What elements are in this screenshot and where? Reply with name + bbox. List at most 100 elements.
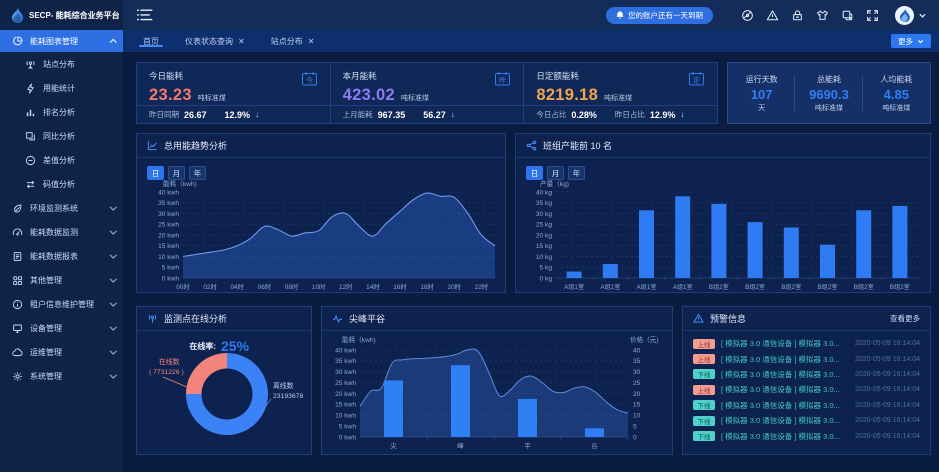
alert-status-badge: 下线 (693, 415, 715, 426)
alert-message: [ 模拟器 3.0 通信设备 ] 模拟器 3.0... (721, 400, 840, 410)
period-tab-month[interactable]: 月 (547, 166, 564, 180)
sidebar-item-code-value-analysis[interactable]: 码值分析 (0, 172, 123, 196)
warning-icon[interactable] (766, 9, 779, 22)
alert-row[interactable]: 上线 [ 模拟器 3.0 通信设备 ] 模拟器 3.0... 2020-05-0… (693, 336, 920, 351)
sidebar-item-environment-monitoring[interactable]: 环境监测系统 (0, 196, 123, 220)
kpi-footer: 昨日同期 26.67 12.9% ↓ (137, 105, 330, 123)
calendar-quota-icon: 定 (689, 72, 705, 86)
tab-close-icon[interactable]: ✕ (307, 36, 315, 46)
sidebar-item-label: 租户信息维护管理 (30, 299, 94, 309)
period-tab-month[interactable]: 月 (168, 166, 185, 180)
svg-text:20时: 20时 (448, 282, 462, 291)
period-tab-year[interactable]: 年 (568, 166, 585, 180)
svg-text:25 kg: 25 kg (536, 222, 552, 229)
sidebar-item-label: 其他管理 (30, 275, 62, 285)
svg-text:20 kwh: 20 kwh (158, 232, 179, 239)
svg-text:15: 15 (633, 402, 641, 409)
avatar[interactable] (895, 5, 914, 25)
sidebar-item-device-management[interactable]: 设备管理 (0, 316, 123, 340)
svg-text:35 kwh: 35 kwh (158, 200, 179, 207)
tab-home[interactable]: 首页 (139, 30, 163, 52)
sidebar-item-energy-stats[interactable]: 用能统计 (0, 76, 123, 100)
svg-text:04时: 04时 (231, 282, 245, 291)
kpi-card-top: 今日能耗 23.23 吨标准煤 今 (137, 63, 330, 105)
site-marker-icon (26, 60, 35, 69)
period-tab-day[interactable]: 日 (147, 166, 164, 180)
chevron-down-icon (109, 251, 116, 258)
avatar-flame-icon (900, 7, 910, 22)
svg-text:20: 20 (633, 391, 641, 398)
alert-message: [ 模拟器 3.0 通信设备 ] 模拟器 3.0... (721, 431, 840, 441)
svg-text:B组2室: B组2室 (745, 283, 765, 291)
tab-meter-status[interactable]: 仪表状态查询 ✕ (185, 30, 245, 52)
theme-icon[interactable] (816, 9, 829, 22)
panel-online-analysis: 监测点在线分析 在线率: 25% 在线数 ( 7731226 ) 离线数 23193678 (136, 306, 312, 455)
sidebar-item-yoy-analysis[interactable]: 同比分析 (0, 124, 123, 148)
sidebar-item-energy-data-report[interactable]: 能耗数据报表 (0, 244, 123, 268)
svg-text:40: 40 (633, 347, 641, 354)
sidebar-item-other-management[interactable]: 其他管理 (0, 268, 123, 292)
alert-list: 上线 [ 模拟器 3.0 通信设备 ] 模拟器 3.0... 2020-05-0… (683, 331, 930, 444)
tab-label: 站点分布 (270, 36, 303, 46)
svg-text:40 kg: 40 kg (536, 189, 552, 196)
svg-text:02时: 02时 (203, 282, 217, 291)
sidebar-item-system-management[interactable]: 系统管理 (0, 364, 123, 388)
svg-text:25: 25 (633, 380, 641, 387)
alert-row[interactable]: 上线 [ 模拟器 3.0 通信设备 ] 模拟器 3.0... 2020-05-0… (693, 351, 920, 366)
stat-label: 人均能耗 (880, 74, 913, 84)
stat-total-energy: 总能耗 9690.3 吨标准煤 (795, 72, 862, 115)
logo: SECP- 能耗综合业务平台 (0, 0, 123, 30)
pie-chart-icon (13, 35, 23, 45)
svg-text:B组2室: B组2室 (818, 283, 838, 291)
sidebar-item-ranking[interactable]: 排名分析 (0, 100, 123, 124)
svg-text:0: 0 (633, 434, 637, 441)
arrow-down-icon: ↓ (680, 110, 685, 119)
period-tab-year[interactable]: 年 (189, 166, 206, 180)
alert-row[interactable]: 上线 [ 模拟器 3.0 通信设备 ] 模拟器 3.0... 2020-05-0… (693, 382, 920, 397)
sidebar: SECP- 能耗综合业务平台 能耗图表管理 站点分布 用能统计 (0, 0, 123, 472)
bell-icon (616, 10, 624, 19)
svg-text:20 kg: 20 kg (536, 232, 552, 239)
svg-text:40 kwh: 40 kwh (335, 347, 356, 354)
copy-icon[interactable] (841, 9, 854, 22)
notice-banner[interactable]: 您的账户还有一天到期 (606, 6, 713, 24)
fullscreen-icon[interactable] (866, 9, 879, 22)
alert-row[interactable]: 下线 [ 模拟器 3.0 通信设备 ] 模拟器 3.0... 2020-05-0… (693, 367, 920, 382)
sidebar-item-ops-management[interactable]: 运维管理 (0, 340, 123, 364)
alert-row[interactable]: 下线 [ 模拟器 3.0 通信设备 ] 模拟器 3.0... 2020-05-0… (693, 398, 920, 413)
protection-icon[interactable] (741, 9, 754, 22)
svg-text:定: 定 (693, 76, 700, 85)
lock-icon[interactable] (791, 9, 804, 22)
menu-toggle-icon[interactable] (137, 9, 153, 21)
swap-icon (26, 180, 35, 188)
svg-text:B组2室: B组2室 (890, 283, 910, 291)
kpi-foot-value: 967.35 (377, 109, 406, 120)
alert-row[interactable]: 下线 [ 模拟器 3.0 通信设备 ] 模拟器 3.0... 2020-05-0… (693, 428, 920, 443)
sidebar-item-energy-data-monitoring[interactable]: 能耗数据监测 (0, 220, 123, 244)
sidebar-item-site-distribution[interactable]: 站点分布 (0, 52, 123, 76)
stat-unit: 吨标准煤 (814, 104, 843, 112)
user-menu-chevron-icon[interactable] (918, 11, 927, 20)
sidebar-item-energy-charts[interactable]: 能耗图表管理 (0, 30, 123, 52)
tab-close-icon[interactable]: ✕ (238, 36, 245, 46)
alert-status-badge: 上线 (693, 338, 715, 349)
alert-row[interactable]: 下线 [ 模拟器 3.0 通信设备 ] 模拟器 3.0... 2020-05-0… (693, 413, 920, 428)
svg-text:15 kg: 15 kg (536, 243, 552, 250)
view-more-link[interactable]: 查看更多 (890, 314, 920, 323)
share-nodes-icon (526, 140, 537, 151)
chevron-down-icon (109, 371, 116, 378)
panel-title: 总用能趋势分析 (164, 141, 228, 151)
sidebar-item-difference-analysis[interactable]: 差值分析 (0, 148, 123, 172)
panel-team-production: 班组产能前 10 名 日 月 年 0 kg 5 kg 10 kg 15 kg 20 kg… (515, 133, 931, 293)
stat-unit: 吨标准煤 (882, 104, 911, 112)
period-tab-day[interactable]: 日 (526, 166, 543, 180)
caret-up-icon (109, 39, 116, 46)
tab-site-distribution[interactable]: 站点分布 ✕ (271, 30, 315, 52)
svg-text:0 kg: 0 kg (540, 275, 553, 282)
peak-valley-chart: 0 kwh 0 5 kwh 5 10 kwh 10 15 kwh 15 20 kwh 20 25 k… (335, 335, 658, 450)
sidebar-item-tenant-info[interactable]: 租户信息维护管理 (0, 292, 123, 316)
leaf-icon (14, 204, 22, 213)
svg-text:昨: 昨 (499, 76, 506, 85)
more-button[interactable]: 更多 (891, 34, 931, 48)
